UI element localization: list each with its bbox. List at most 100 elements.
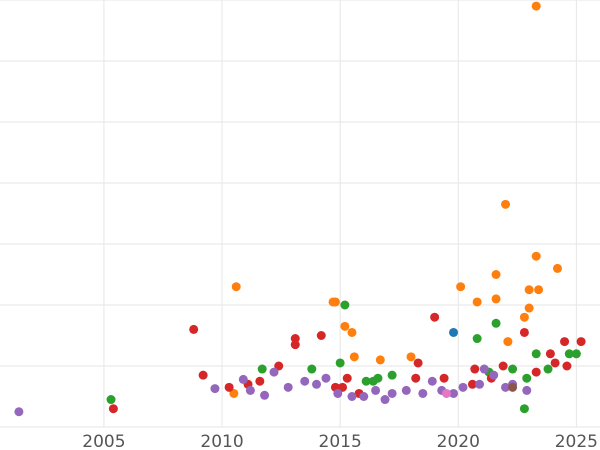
data-point-s2-15 [413,358,423,368]
data-point-s2-26 [560,337,570,347]
data-point-s1-9 [472,334,482,344]
data-point-s0-11 [491,270,501,279]
data-point-s2-1 [189,324,199,334]
data-points [14,1,586,417]
data-point-s4-20 [449,388,459,398]
data-point-s4-5 [269,367,279,377]
x-tick-label-1: 2010 [200,432,243,450]
data-point-s2-0 [108,404,118,414]
x-tick-label-4: 2025 [555,432,598,450]
data-point-s4-15 [387,388,397,398]
data-point-s2-3 [224,382,234,392]
data-point-s0-13 [501,199,511,209]
data-point-s2-5 [255,376,265,386]
data-point-s4-25 [501,382,511,392]
data-point-s0-0 [229,388,239,398]
data-point-s0-12 [491,294,501,304]
data-point-s0-19 [531,1,541,11]
data-point-s1-3 [335,358,345,368]
data-point-s0-20 [534,285,544,295]
data-point-s4-6 [283,382,293,392]
data-point-s4-21 [458,382,468,392]
data-point-s1-17 [564,349,574,359]
data-point-s1-12 [508,364,518,374]
data-point-s0-3 [330,297,340,307]
data-point-s2-25 [550,358,560,368]
data-point-s0-14 [503,337,513,347]
data-point-s5-0 [441,388,451,398]
data-point-s2-9 [316,331,326,340]
data-point-s0-21 [552,263,562,273]
data-point-s3-0 [449,327,459,337]
x-tick-label-3: 2020 [437,432,480,450]
data-point-s2-12 [342,373,352,383]
data-point-s2-22 [519,327,529,337]
data-point-s4-11 [347,392,357,401]
y-gridlines [0,0,600,428]
data-point-s1-14 [522,373,532,383]
data-point-s0-8 [406,352,416,362]
data-point-s1-13 [519,404,529,414]
data-point-s1-2 [307,364,317,374]
data-point-s2-6 [274,361,284,371]
data-point-s0-6 [349,352,359,362]
data-point-s4-7 [300,376,310,386]
data-point-s1-4 [340,300,350,310]
data-point-s1-8 [387,370,397,380]
data-point-s4-9 [321,373,331,383]
data-point-s4-0 [14,407,24,417]
data-point-s4-3 [245,385,255,395]
data-point-s2-27 [562,361,572,371]
data-point-s4-27 [522,385,532,395]
data-point-s2-11 [338,382,348,392]
data-point-s2-24 [545,349,555,359]
data-point-s4-16 [401,385,411,395]
data-point-s2-28 [576,337,586,347]
data-point-s0-15 [519,312,529,322]
data-point-s4-13 [371,385,381,395]
data-point-s0-5 [347,327,357,337]
data-point-s2-21 [498,361,508,371]
data-point-s0-7 [375,355,385,365]
data-point-s1-1 [257,364,267,374]
data-point-s1-5 [361,376,371,386]
data-point-s1-15 [531,349,541,359]
data-point-s4-2 [238,374,248,384]
data-point-s2-8 [290,334,300,344]
data-point-s4-18 [427,376,437,386]
data-point-s4-1 [210,384,220,394]
data-point-s0-1 [231,282,241,292]
data-point-s2-23 [531,367,541,377]
data-point-s1-16 [543,364,553,374]
data-point-s1-0 [106,395,116,405]
x-tick-labels: 2005 2010 2015 2020 2025 [82,432,598,450]
data-point-s2-14 [411,373,421,383]
data-point-s6-0 [508,382,518,392]
data-point-s1-18 [571,349,581,359]
data-point-s2-18 [467,379,477,389]
data-point-s4-12 [359,392,369,401]
data-point-s1-7 [373,373,383,383]
data-point-s2-2 [198,370,208,380]
data-point-s0-18 [531,251,541,261]
data-point-s4-24 [489,370,499,380]
data-point-s2-17 [439,373,449,383]
data-point-s4-4 [260,390,270,400]
data-point-s0-16 [524,285,534,295]
data-point-s0-10 [472,297,482,307]
data-point-s0-9 [456,282,466,292]
data-point-s4-22 [475,379,485,389]
data-point-s0-17 [524,303,534,313]
data-point-s2-16 [430,312,440,322]
x-tick-label-0: 2005 [82,432,125,450]
data-point-s1-11 [491,318,501,328]
x-tick-label-2: 2015 [319,432,362,450]
data-point-s4-10 [333,388,343,398]
data-point-s4-23 [479,364,489,374]
data-point-s0-4 [340,321,350,331]
data-point-s4-14 [380,395,390,405]
data-point-s4-17 [418,388,428,398]
data-point-s4-8 [312,379,322,389]
data-point-s2-19 [470,364,480,374]
